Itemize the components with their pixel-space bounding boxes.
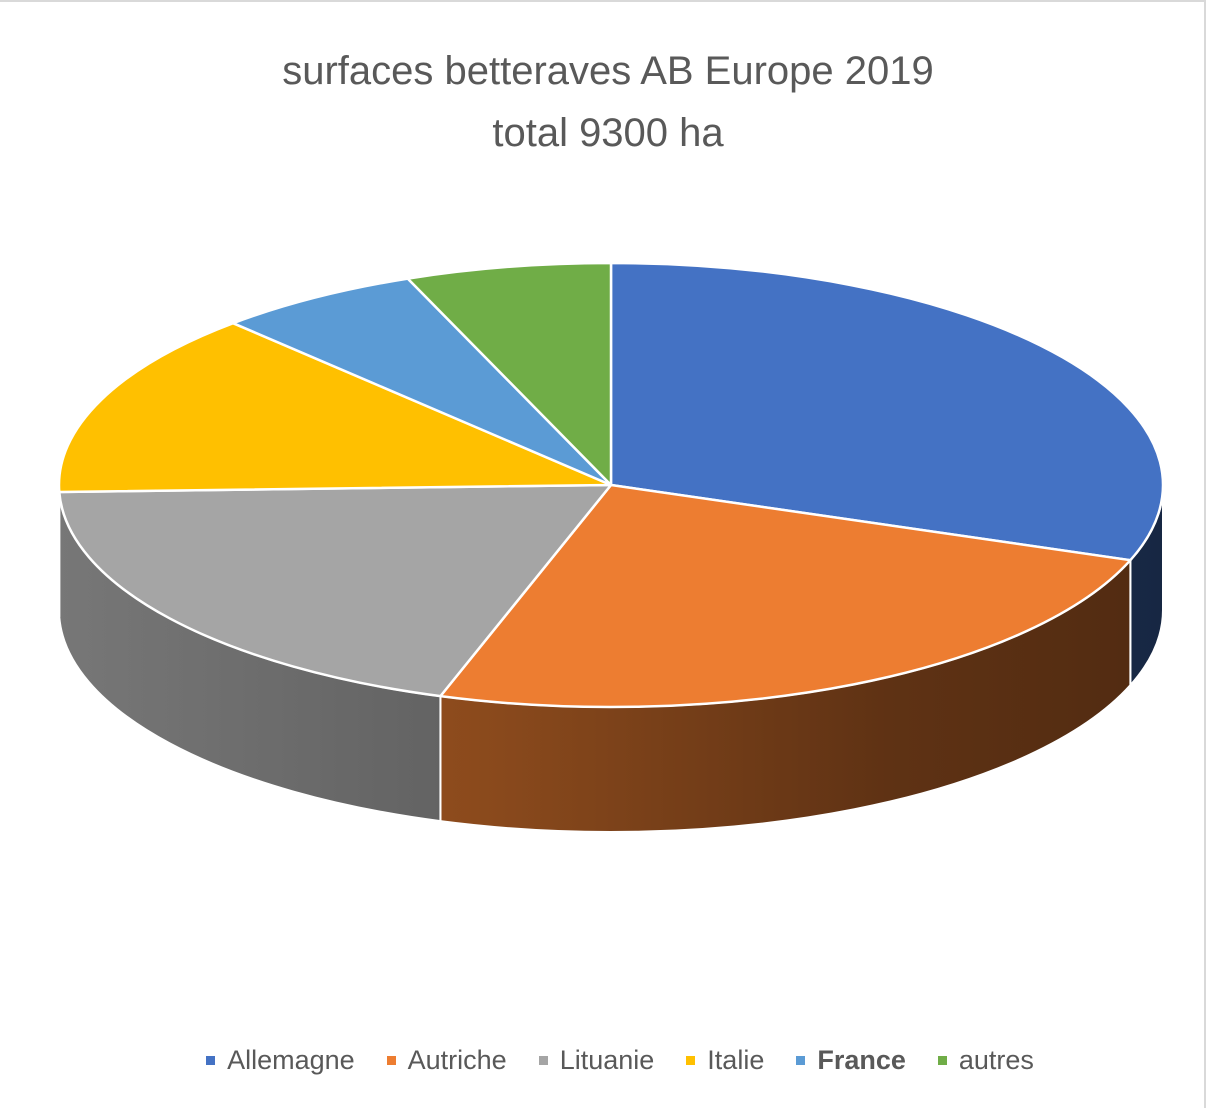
legend-swatch-autres: [938, 1056, 947, 1065]
legend-swatch-italie: [686, 1056, 695, 1065]
legend-label-autriche: Autriche: [408, 1045, 507, 1076]
legend-swatch-allemagne: [206, 1056, 215, 1065]
legend-swatch-france: [796, 1056, 805, 1065]
legend-swatch-lituanie: [539, 1056, 548, 1065]
legend-label-lituanie: Lituanie: [560, 1045, 655, 1076]
legend-item-italie: Italie: [686, 1045, 764, 1076]
legend-item-autriche: Autriche: [387, 1045, 507, 1076]
legend-item-allemagne: Allemagne: [206, 1045, 355, 1076]
legend-item-autres: autres: [938, 1045, 1034, 1076]
pie-slices: [59, 263, 1163, 707]
legend-swatch-autriche: [387, 1056, 396, 1065]
legend-item-france: France: [796, 1045, 906, 1076]
legend-item-lituanie: Lituanie: [539, 1045, 655, 1076]
legend-label-france: France: [817, 1045, 906, 1076]
legend-label-autres: autres: [959, 1045, 1034, 1076]
chart-legend: Allemagne Autriche Lituanie Italie France aut…: [0, 1045, 1206, 1076]
legend-label-italie: Italie: [707, 1045, 764, 1076]
legend-label-allemagne: Allemagne: [227, 1045, 355, 1076]
